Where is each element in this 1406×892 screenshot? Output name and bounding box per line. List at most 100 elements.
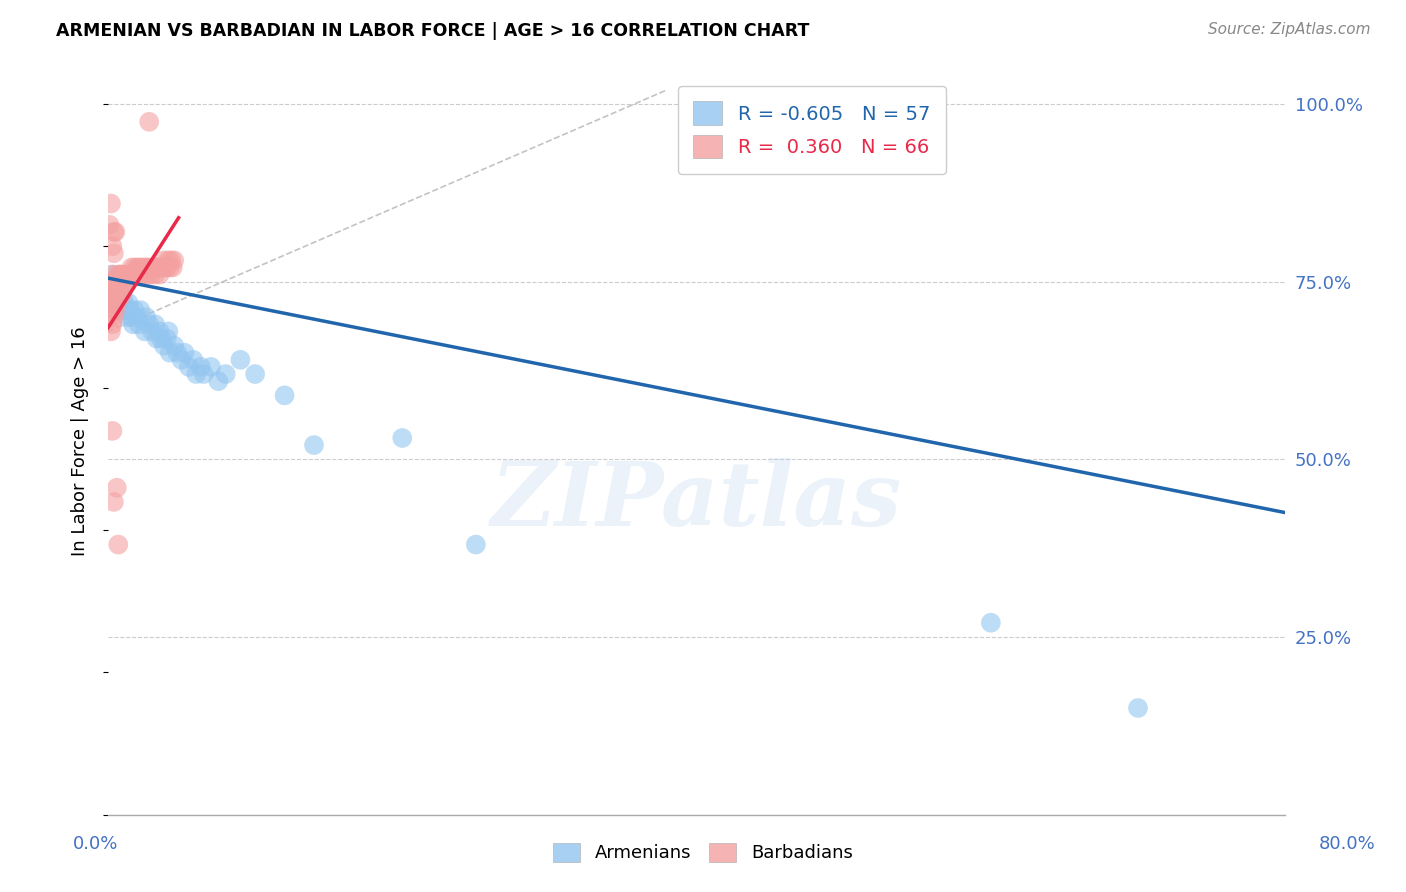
Point (142, 260, 165, 275)
Point (105, 481, 128, 495)
Point (104, 282, 127, 296)
Point (103, 225, 125, 239)
Point (103, 282, 125, 296)
Point (134, 325, 156, 339)
Point (104, 296, 127, 310)
Point (127, 260, 149, 275)
Point (100, 282, 122, 296)
Point (101, 289, 124, 303)
Point (138, 260, 160, 275)
Point (149, 332, 172, 346)
Point (111, 282, 134, 296)
Point (141, 260, 163, 275)
Point (127, 310, 149, 325)
Point (145, 260, 167, 275)
Point (103, 310, 125, 325)
Point (138, 318, 160, 332)
Point (149, 260, 172, 275)
Point (111, 303, 134, 318)
Point (173, 345, 195, 359)
Point (120, 303, 142, 318)
Point (124, 303, 146, 318)
Point (101, 268, 124, 282)
Point (110, 296, 132, 310)
Point (98, 296, 121, 310)
Point (183, 352, 205, 367)
Point (162, 260, 184, 275)
Point (1126, 701, 1149, 715)
Point (103, 246, 125, 260)
Point (141, 325, 163, 339)
Point (464, 537, 486, 551)
Point (190, 359, 212, 374)
Point (166, 345, 188, 359)
Point (229, 352, 252, 367)
Point (145, 332, 167, 346)
Point (148, 325, 170, 339)
Point (980, 615, 1002, 630)
Point (159, 260, 181, 275)
Point (128, 318, 150, 332)
Point (139, 268, 162, 282)
Point (135, 310, 157, 325)
Point (101, 289, 124, 303)
Point (155, 260, 177, 275)
Point (148, 268, 170, 282)
Point (103, 275, 125, 289)
Point (157, 253, 180, 268)
Point (153, 253, 176, 268)
Point (108, 289, 131, 303)
Point (105, 289, 128, 303)
Point (159, 345, 181, 359)
Point (117, 296, 139, 310)
Text: ZIPatlas: ZIPatlas (491, 458, 903, 544)
Point (98, 310, 121, 325)
Text: Source: ZipAtlas.com: Source: ZipAtlas.com (1208, 22, 1371, 37)
Point (152, 260, 174, 275)
Point (156, 260, 179, 275)
Point (101, 424, 124, 438)
Point (115, 275, 138, 289)
Point (111, 289, 134, 303)
Point (100, 275, 122, 289)
Point (302, 438, 325, 452)
Point (105, 296, 128, 310)
Point (104, 225, 127, 239)
Point (136, 268, 159, 282)
Text: ARMENIAN VS BARBADIAN IN LABOR FORCE | AGE > 16 CORRELATION CHART: ARMENIAN VS BARBADIAN IN LABOR FORCE | A… (56, 22, 810, 40)
Point (138, 115, 160, 129)
Point (122, 268, 145, 282)
Point (98, 218, 121, 232)
Point (107, 296, 129, 310)
Point (163, 253, 186, 268)
Point (157, 325, 180, 339)
Point (170, 352, 193, 367)
Point (110, 268, 132, 282)
Point (143, 318, 166, 332)
Legend: R = -0.605   N = 57, R =  0.360   N = 66: R = -0.605 N = 57, R = 0.360 N = 66 (678, 86, 946, 174)
Point (100, 296, 122, 310)
Text: 80.0%: 80.0% (1319, 835, 1375, 853)
Point (207, 374, 229, 388)
Y-axis label: In Labor Force | Age > 16: In Labor Force | Age > 16 (72, 326, 89, 557)
Point (107, 289, 129, 303)
Point (132, 268, 155, 282)
Point (124, 260, 146, 275)
Point (120, 268, 142, 282)
Point (200, 359, 222, 374)
Point (146, 260, 169, 275)
Point (104, 303, 127, 318)
Point (156, 332, 179, 346)
Point (129, 303, 152, 318)
Point (125, 268, 148, 282)
Point (112, 275, 135, 289)
Point (101, 268, 124, 282)
Point (177, 359, 200, 374)
Point (193, 367, 215, 381)
Point (114, 303, 136, 318)
Text: 0.0%: 0.0% (73, 835, 118, 853)
Point (108, 268, 131, 282)
Point (100, 325, 122, 339)
Point (135, 260, 157, 275)
Point (273, 388, 295, 402)
